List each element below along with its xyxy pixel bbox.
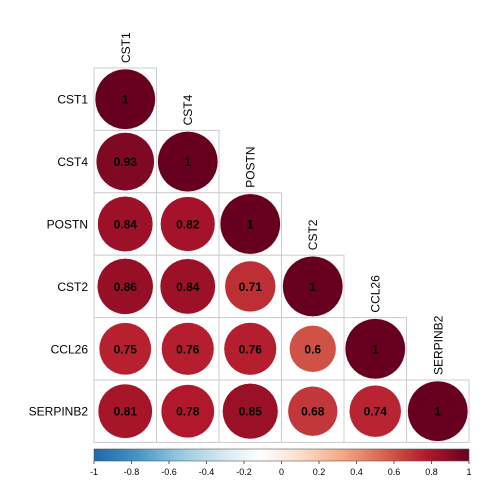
colorbar-tick-label: 0 (279, 467, 284, 477)
corr-value-CCL26-CST2: 0.6 (304, 342, 321, 356)
corr-value-CCL26-POSTN: 0.76 (239, 342, 263, 356)
colorbar-tick-label: 0.6 (388, 467, 401, 477)
corr-value-SERPINB2-POSTN: 0.85 (239, 405, 263, 419)
corr-circle-CST2-POSTN (224, 260, 276, 313)
corr-circle-POSTN-CST1 (97, 196, 154, 252)
corr-circle-CST2-CST2 (282, 255, 344, 317)
corr-circle-SERPINB2-CST4 (160, 384, 215, 439)
corr-value-CST2-CST2: 1 (309, 280, 316, 294)
corr-value-POSTN-CST1: 0.84 (114, 218, 138, 232)
corr-circle-POSTN-POSTN (219, 193, 281, 255)
col-label-CST2: CST2 (306, 219, 320, 250)
col-label-CCL26: CCL26 (369, 275, 383, 313)
corr-value-SERPINB2-CCL26: 0.74 (364, 405, 388, 419)
corr-value-POSTN-CST4: 0.82 (176, 218, 200, 232)
corr-circle-CST2-CST1 (96, 258, 154, 315)
corr-value-CST2-CST4: 0.84 (176, 280, 200, 294)
col-label-CST4: CST4 (181, 94, 195, 125)
colorbar-tick-label: 0.8 (425, 467, 438, 477)
corr-value-CCL26-CCL26: 1 (372, 342, 379, 356)
row-labels: CST1 CST4 POSTN CST2 CCL26 SERPINB2 (29, 93, 89, 419)
colorbar-tick-label: 0.4 (350, 467, 363, 477)
row-label-CST4: CST4 (57, 155, 88, 169)
row-label-POSTN: POSTN (47, 218, 88, 232)
corr-circle-CCL26-POSTN (223, 322, 277, 376)
colorbar-tick-label: -0.6 (161, 467, 177, 477)
corr-value-POSTN-POSTN: 1 (247, 218, 254, 232)
row-label-CST2: CST2 (57, 280, 88, 294)
corr-value-CST4-CST1: 0.93 (114, 155, 138, 169)
corr-circle-CCL26-CST4 (161, 322, 215, 376)
corr-circle-SERPINB2-CST1 (97, 383, 153, 439)
correlation-circles (94, 68, 469, 442)
row-label-CST1: CST1 (57, 93, 88, 107)
corr-value-CST2-CST1: 0.86 (114, 280, 138, 294)
corr-value-SERPINB2-CST2: 0.68 (301, 405, 325, 419)
corr-circle-POSTN-CST4 (160, 196, 216, 252)
corr-value-CST2-POSTN: 0.71 (239, 280, 263, 294)
col-label-CST1: CST1 (119, 32, 133, 63)
colorbar-tick-label: -0.8 (124, 467, 140, 477)
corr-value-CCL26-CST1: 0.75 (114, 342, 138, 356)
colorbar: -1 -0.8 -0.6 -0.4 -0.2 0 0.2 0.4 0.6 0.8 1 (90, 448, 472, 477)
corr-circle-CCL26-CCL26 (344, 318, 406, 380)
corr-circle-SERPINB2-POSTN (222, 383, 279, 440)
colorbar-tick-label: -0.2 (236, 467, 252, 477)
colorbar-gradient (93, 448, 470, 462)
corr-circle-CST1-CST1 (94, 68, 156, 130)
col-label-SERPINB2: SERPINB2 (431, 315, 445, 375)
corr-value-CST1-CST1: 1 (122, 93, 129, 107)
colorbar-ticks: -1 -0.8 -0.6 -0.4 -0.2 0 0.2 0.4 0.6 0.8 1 (90, 461, 472, 477)
corr-circle-SERPINB2-SERPINB2 (407, 380, 469, 442)
corr-value-SERPINB2-CST4: 0.78 (176, 405, 200, 419)
matrix-grid (93, 67, 470, 443)
corr-value-CCL26-CST4: 0.76 (176, 342, 200, 356)
corr-circle-CST2-CST4 (159, 258, 216, 315)
row-label-CCL26: CCL26 (51, 342, 89, 356)
corr-circle-SERPINB2-CST2 (287, 386, 338, 437)
corr-value-SERPINB2-CST1: 0.81 (114, 405, 138, 419)
colorbar-tick-label: 1 (466, 467, 471, 477)
corr-circle-CST4-CST1 (95, 132, 155, 191)
colorbar-tick-label: -0.4 (199, 467, 215, 477)
corr-value-CST4-CST4: 1 (184, 155, 191, 169)
col-label-POSTN: POSTN (244, 146, 258, 187)
corr-circle-CCL26-CST2 (289, 325, 337, 373)
row-label-SERPINB2: SERPINB2 (29, 405, 89, 419)
colorbar-tick-label: -1 (90, 467, 98, 477)
corr-circle-SERPINB2-CCL26 (349, 384, 402, 438)
column-labels: CST1 CST4 POSTN CST2 CCL26 SERPINB2 (119, 32, 446, 375)
colorbar-tick-label: 0.2 (313, 467, 326, 477)
correlation-values: 1 0.93 1 0.84 0.82 1 0.86 0.84 0.71 1 0.75 0.76 0.76… (114, 93, 442, 419)
corr-value-SERPINB2-SERPINB2: 1 (434, 405, 441, 419)
corr-circle-CST4-CST4 (157, 131, 219, 193)
corr-circle-CCL26-CST1 (98, 322, 152, 376)
